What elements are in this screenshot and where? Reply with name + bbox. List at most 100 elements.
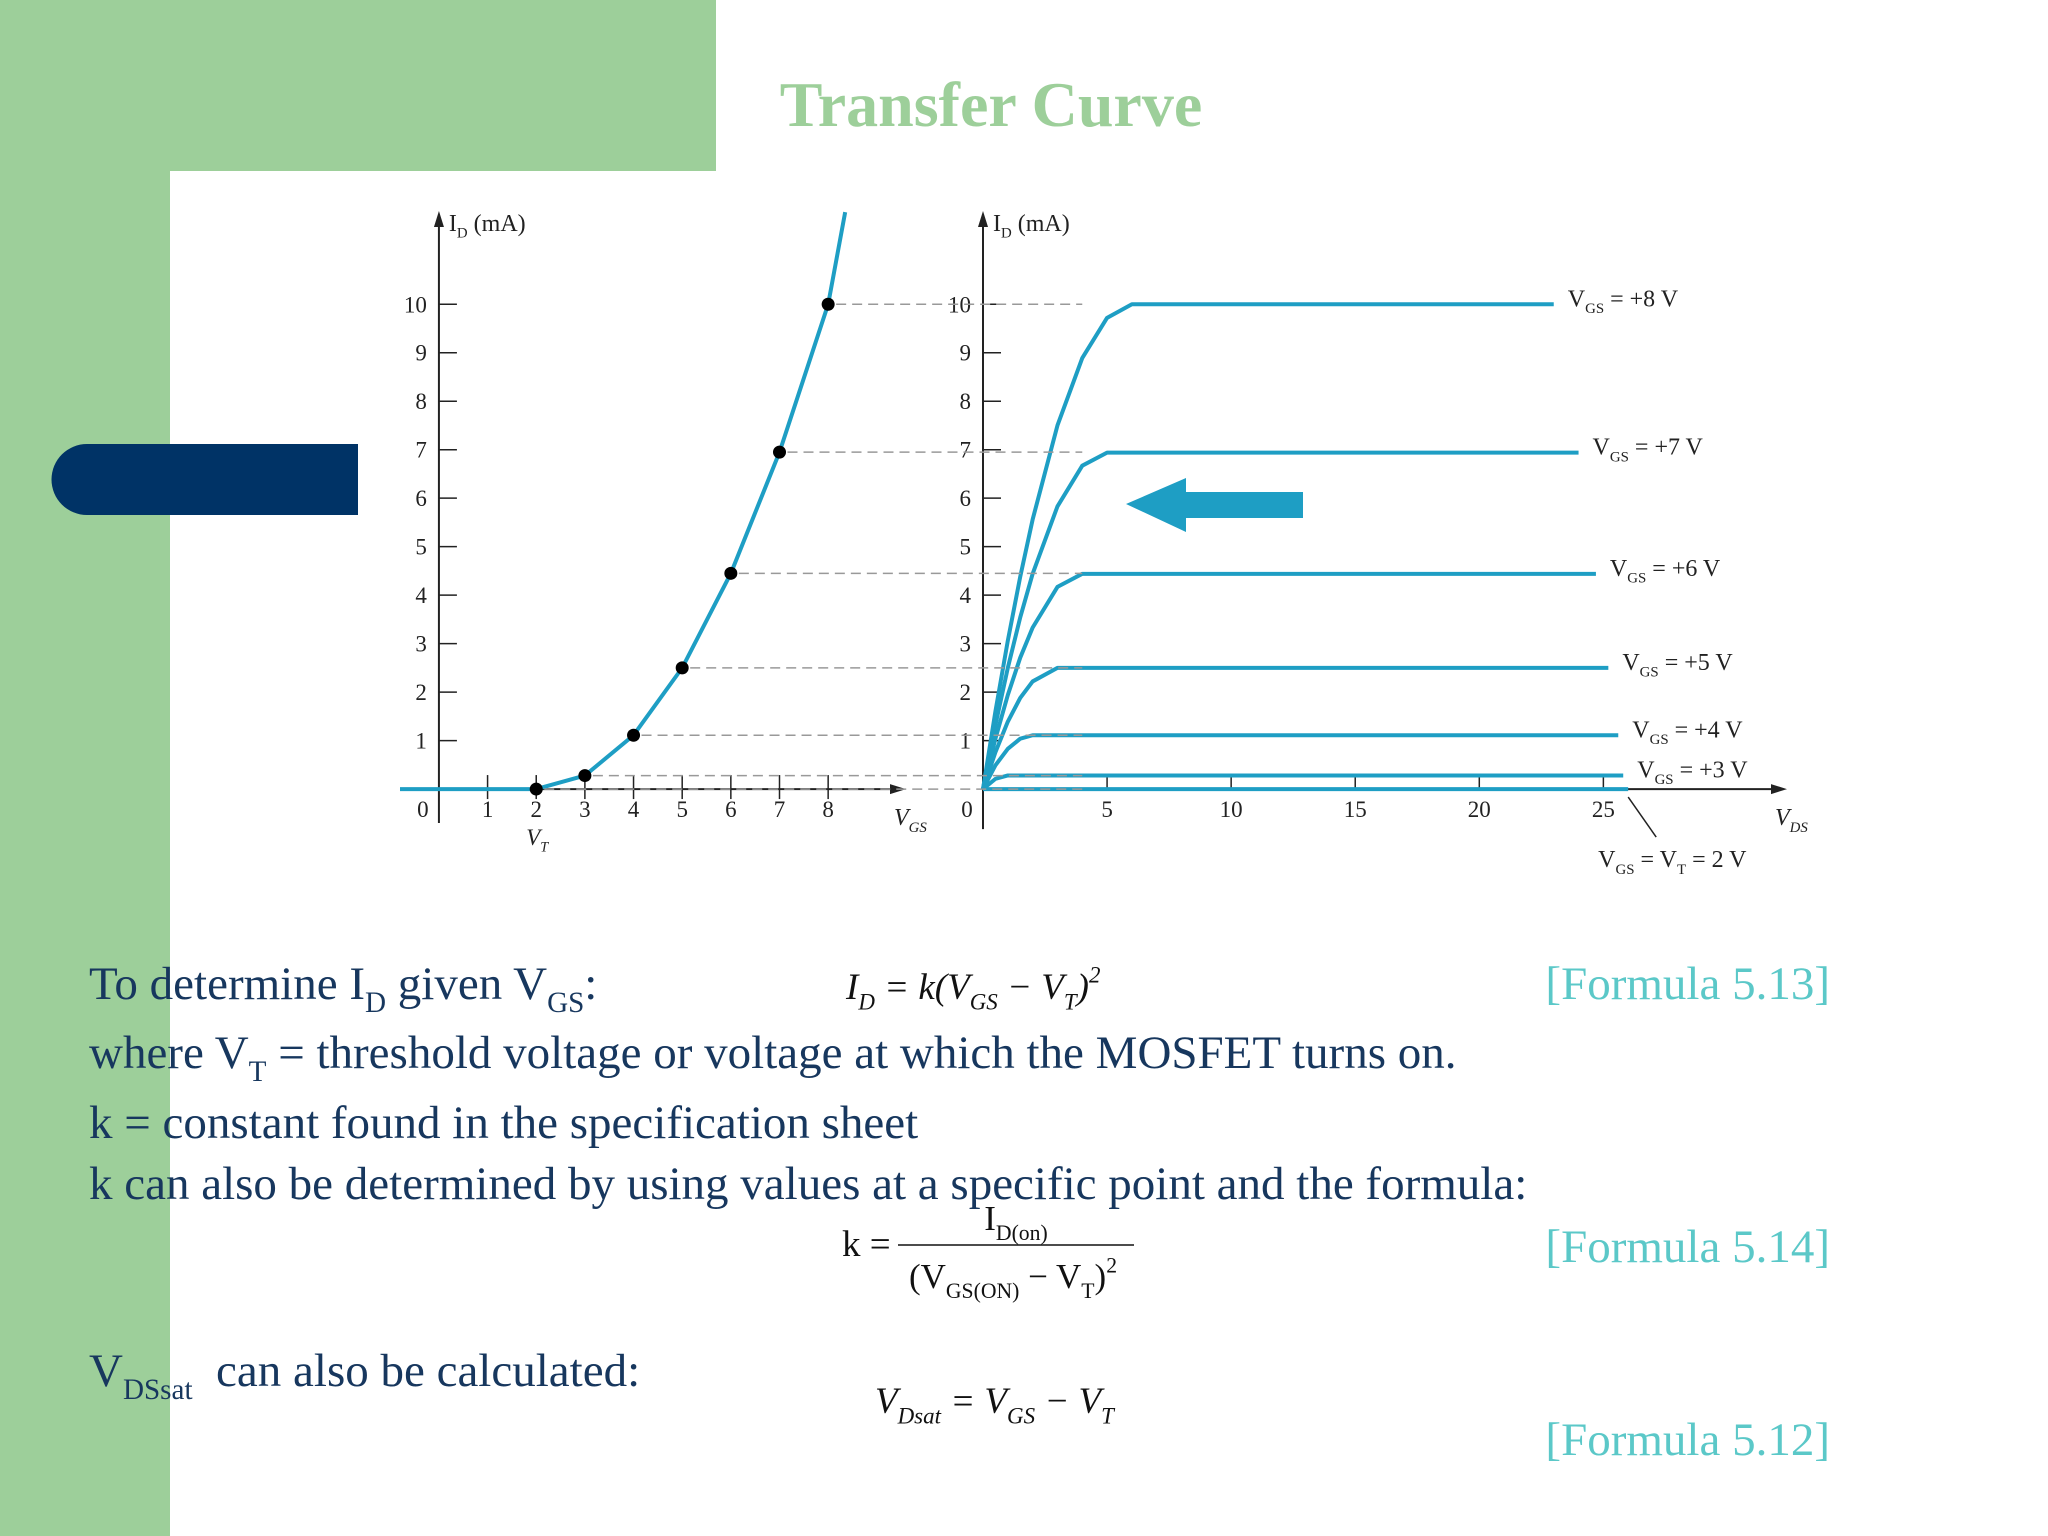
text-run: GS bbox=[1616, 862, 1635, 878]
y-tick-label: 9 bbox=[415, 341, 427, 366]
text-run: T bbox=[249, 1056, 267, 1088]
text-run: − V bbox=[1019, 1257, 1081, 1296]
x-axis-arrow bbox=[1771, 784, 1787, 795]
y-axis-arrow bbox=[978, 211, 988, 227]
y-axis-label: ID (mA) bbox=[993, 211, 1070, 242]
text-run: − V bbox=[1035, 1381, 1105, 1422]
text-run: ) bbox=[1095, 1257, 1107, 1296]
x-tick-label: 15 bbox=[1344, 797, 1367, 822]
x-axis-label: VGS bbox=[894, 805, 927, 836]
x-tick-label: 2 bbox=[530, 797, 542, 822]
text-run: GS bbox=[1655, 772, 1674, 788]
text-run: = V bbox=[941, 1381, 1011, 1422]
text-run: GS bbox=[970, 989, 999, 1014]
body-line: k = constant found in the specification … bbox=[89, 1097, 918, 1149]
y-tick-label: 1 bbox=[415, 729, 427, 754]
text-run: T bbox=[540, 840, 549, 856]
x-tick-label: 5 bbox=[1101, 797, 1113, 822]
text-run: = +3 V bbox=[1674, 757, 1749, 783]
y-tick-label: 9 bbox=[960, 341, 972, 366]
series-label: VGS = +4 V bbox=[1632, 717, 1743, 748]
text-run: D bbox=[1001, 226, 1012, 242]
text-run: I bbox=[449, 211, 457, 237]
x-tick-label: 20 bbox=[1468, 797, 1491, 822]
y-axis-label: ID (mA) bbox=[449, 211, 526, 242]
text-run: V bbox=[526, 825, 543, 850]
y-tick-label: 6 bbox=[960, 486, 972, 511]
fraction-denominator: (VGS(ON) − VT)2 bbox=[909, 1253, 1117, 1303]
data-point bbox=[724, 566, 738, 580]
text-run: D bbox=[457, 226, 468, 242]
text-run: (mA) bbox=[1012, 211, 1070, 237]
text-run: = +6 V bbox=[1646, 556, 1721, 582]
text-run: V bbox=[894, 805, 911, 831]
text-run: − V bbox=[998, 967, 1068, 1008]
text-run: 2 bbox=[1106, 1253, 1117, 1277]
navy-tab bbox=[51, 444, 358, 515]
y-tick-label: 5 bbox=[960, 535, 972, 560]
label-leader bbox=[1627, 796, 1657, 838]
formula: VDsat = VGS − VT bbox=[875, 1381, 1116, 1428]
series-label: VGS = VT = 2 V bbox=[1598, 847, 1747, 878]
text-run: ) bbox=[1075, 967, 1089, 1008]
text-run: given V bbox=[386, 958, 547, 1010]
x-tick-label: 4 bbox=[628, 797, 640, 822]
body-line: k can also be determined by using values… bbox=[89, 1158, 1527, 1210]
text-run: = +5 V bbox=[1659, 650, 1734, 676]
text-run: T bbox=[1677, 862, 1686, 878]
y-tick-label: 4 bbox=[415, 583, 427, 608]
text-run: 2 bbox=[1089, 962, 1100, 987]
formula-ref: [Formula 5.12] bbox=[1545, 1414, 1830, 1466]
x-tick-label: 0 bbox=[417, 797, 429, 822]
y-tick-label: 2 bbox=[960, 680, 972, 705]
body-line: where VT = threshold voltage or voltage … bbox=[89, 1027, 1457, 1088]
x-tick-label: 10 bbox=[1220, 797, 1243, 822]
text-run: V bbox=[875, 1381, 902, 1422]
text-run: T bbox=[1101, 1403, 1116, 1428]
text-run: To determine I bbox=[89, 958, 365, 1010]
y-tick-label: 1 bbox=[960, 729, 972, 754]
y-tick-label: 10 bbox=[404, 292, 427, 317]
text-run: = threshold voltage or voltage at which … bbox=[266, 1027, 1456, 1079]
text-run: where V bbox=[89, 1027, 249, 1079]
fraction-numerator: ID(on) bbox=[984, 1199, 1047, 1245]
panel-corner bbox=[170, 171, 716, 236]
y-tick-label: 6 bbox=[415, 486, 427, 511]
y-tick-label: 3 bbox=[960, 632, 972, 657]
data-point bbox=[627, 728, 641, 742]
text-run: D bbox=[857, 989, 875, 1014]
text-run: V bbox=[1775, 805, 1792, 831]
x-tick-label: 7 bbox=[774, 797, 786, 822]
x-tick-label: 1 bbox=[482, 797, 494, 822]
x-axis-label: VDS bbox=[1775, 805, 1808, 836]
y-tick-label: 8 bbox=[960, 389, 972, 414]
slide-title: Transfer Curve bbox=[780, 69, 1202, 140]
x-tick-label: 3 bbox=[579, 797, 591, 822]
y-axis-arrow bbox=[433, 211, 444, 227]
data-point bbox=[529, 782, 543, 796]
text-run: I bbox=[993, 211, 1001, 237]
series-label: VGS = +3 V bbox=[1637, 757, 1748, 788]
text-run: can also be calculated: bbox=[193, 1345, 641, 1397]
body-line: To determine ID given VGS: bbox=[89, 958, 597, 1019]
shift-arrow bbox=[1126, 478, 1303, 532]
curve bbox=[981, 450, 1579, 790]
data-point bbox=[773, 445, 786, 459]
curve bbox=[400, 211, 848, 792]
side-band bbox=[0, 0, 170, 1536]
text-run: : bbox=[584, 958, 597, 1010]
text-run: T bbox=[1064, 989, 1079, 1014]
curve bbox=[981, 773, 1624, 791]
curve bbox=[981, 571, 1596, 790]
text-run: DS bbox=[1789, 820, 1809, 836]
text-run: GS bbox=[909, 820, 928, 836]
x-annotation: VT bbox=[526, 825, 549, 855]
formula: ID = k(VGS − VT)2 bbox=[845, 962, 1100, 1014]
x-tick-label: 0 bbox=[961, 797, 973, 822]
curve bbox=[981, 665, 1609, 790]
y-tick-label: 8 bbox=[415, 389, 427, 414]
text-run: = V bbox=[1635, 847, 1678, 873]
y-tick-label: 3 bbox=[415, 632, 427, 657]
fraction-lhs: k = bbox=[842, 1224, 891, 1265]
